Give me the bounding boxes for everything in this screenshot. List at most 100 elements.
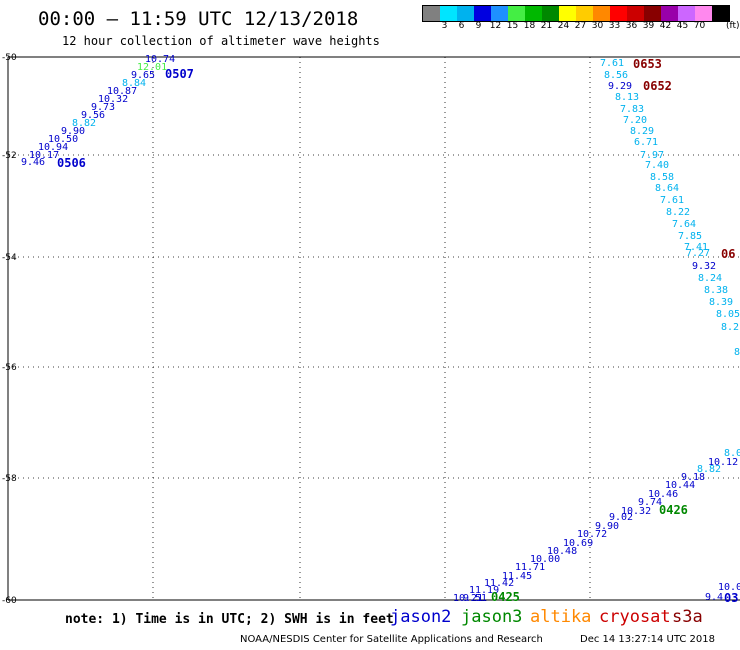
swh-value: 10.69 (563, 538, 593, 549)
legend-label: 45 (676, 21, 689, 31)
swh-value: 7.85 (678, 231, 702, 242)
pass-time-label: 0507 (165, 67, 194, 81)
mission-label: cryosat (599, 607, 671, 627)
swh-value: 8.82 (697, 464, 721, 475)
legend-swatch (644, 6, 661, 21)
swh-value: 7.27 (686, 248, 710, 259)
swh-value: 10.44 (665, 480, 695, 491)
swh-value: 9.46 (21, 157, 45, 168)
legend-label: 18 (523, 21, 536, 31)
swh-value: 8.22 (666, 207, 690, 218)
legend-swatch (712, 6, 729, 21)
generated-timestamp: Dec 14 13:27:14 UTC 2018 (580, 634, 715, 645)
swh-value: 7.83 (620, 104, 644, 115)
legend-swatch (661, 6, 678, 21)
legend-swatch (695, 6, 712, 21)
swh-value: 9.90 (61, 126, 85, 137)
lat-tick-label: -52 (2, 151, 17, 161)
swh-value: 8.29 (630, 126, 654, 137)
swh-value: 8 (734, 347, 740, 358)
swh-value: 10.94 (38, 142, 68, 153)
swh-value: 10.74 (145, 54, 175, 65)
legend-swatch (457, 6, 474, 21)
swh-value: 8.39 (709, 297, 733, 308)
legend-label: 24 (557, 21, 570, 31)
legend-label: 36 (625, 21, 638, 31)
legend-swatch (559, 6, 576, 21)
pass-time-label: 0425 (491, 590, 520, 604)
legend-label: 9 (475, 21, 482, 31)
swh-value: 7.64 (672, 219, 696, 230)
swh-value: 9.51 (463, 593, 487, 604)
swh-value: 7.61 (660, 195, 684, 206)
legend-swatch (576, 6, 593, 21)
swh-value: 7.40 (645, 160, 669, 171)
legend-swatch (678, 6, 695, 21)
swh-value: 9.29 (608, 81, 632, 92)
swh-value: 10.17 (29, 150, 59, 161)
legend-swatch (627, 6, 644, 21)
swh-value: 8.56 (604, 70, 628, 81)
legend-label: 12 (489, 21, 502, 31)
swh-value: 9.65 (131, 70, 155, 81)
legend-label: 27 (574, 21, 587, 31)
swh-value: 8.05 (716, 309, 740, 320)
swh-value: 9.73 (91, 102, 115, 113)
swh-value: 9.74 (638, 497, 662, 508)
footer-note: note: 1) Time is in UTC; 2) SWH is in fe… (65, 612, 394, 627)
swh-value: 9.02 (609, 512, 633, 523)
swh-value: 10.21 (453, 593, 483, 604)
mission-label: jason3 (461, 607, 523, 627)
legend-label: 15 (506, 21, 519, 31)
lat-tick-label: -50 (2, 53, 17, 63)
legend-label: 39 (642, 21, 655, 31)
swh-value: 10.50 (48, 134, 78, 145)
pass-time-label: 0653 (633, 57, 662, 71)
legend-swatch (491, 6, 508, 21)
swh-value: 10.32 (621, 506, 651, 517)
swh-value: 8.82 (72, 118, 96, 129)
legend-swatch (423, 6, 440, 21)
swh-value: 11.42 (484, 578, 514, 589)
swh-value: 9.90 (595, 521, 619, 532)
swh-value: 8.13 (615, 92, 639, 103)
swh-value: 10.12 (708, 457, 738, 468)
lat-tick-label: -56 (2, 363, 17, 373)
legend-swatch (474, 6, 491, 21)
legend-label: 42 (659, 21, 672, 31)
swh-value: 10.87 (107, 86, 137, 97)
color-legend (422, 5, 730, 22)
swh-value: 8.0 (724, 448, 740, 459)
mission-label: altika (530, 607, 592, 627)
legend-label: 6 (458, 21, 465, 31)
swh-value: 6.71 (634, 137, 658, 148)
swh-value: 7.61 (600, 58, 624, 69)
swh-value: 11.19 (469, 585, 499, 596)
mission-label: jason2 (390, 607, 452, 627)
swh-value: 11.71 (515, 562, 545, 573)
swh-value: 12.01 (137, 62, 167, 73)
lat-tick-label: -58 (2, 474, 17, 484)
legend-unit: (ft) (726, 21, 740, 31)
pass-time-label: 0506 (57, 156, 86, 170)
legend-label: 33 (608, 21, 621, 31)
swh-value: 9.4 (705, 592, 723, 603)
swh-value: 8.38 (704, 285, 728, 296)
swh-value: 8.2 (721, 322, 739, 333)
swh-value: 7.20 (623, 115, 647, 126)
pass-time-label: 03 (724, 591, 738, 605)
swh-value: 9.56 (81, 110, 105, 121)
swh-value: 9.18 (681, 472, 705, 483)
pass-time-label: 0652 (643, 79, 672, 93)
swh-value: 10.00 (530, 554, 560, 565)
color-legend-labels: 3 6 9 12 15 18 21 24 27 30 33 36 39 42 45 70 (ft) (422, 21, 740, 31)
swh-value: 9.32 (692, 261, 716, 272)
swh-value: 10.72 (577, 529, 607, 540)
swh-value: 10.46 (648, 489, 678, 500)
legend-swatch (508, 6, 525, 21)
legend-label: 70 (693, 21, 706, 31)
swh-value: 8.58 (650, 172, 674, 183)
map-subtitle: 12 hour collection of altimeter wave hei… (62, 34, 380, 48)
pass-time-label: 06 (721, 247, 735, 261)
legend-swatch (525, 6, 542, 21)
